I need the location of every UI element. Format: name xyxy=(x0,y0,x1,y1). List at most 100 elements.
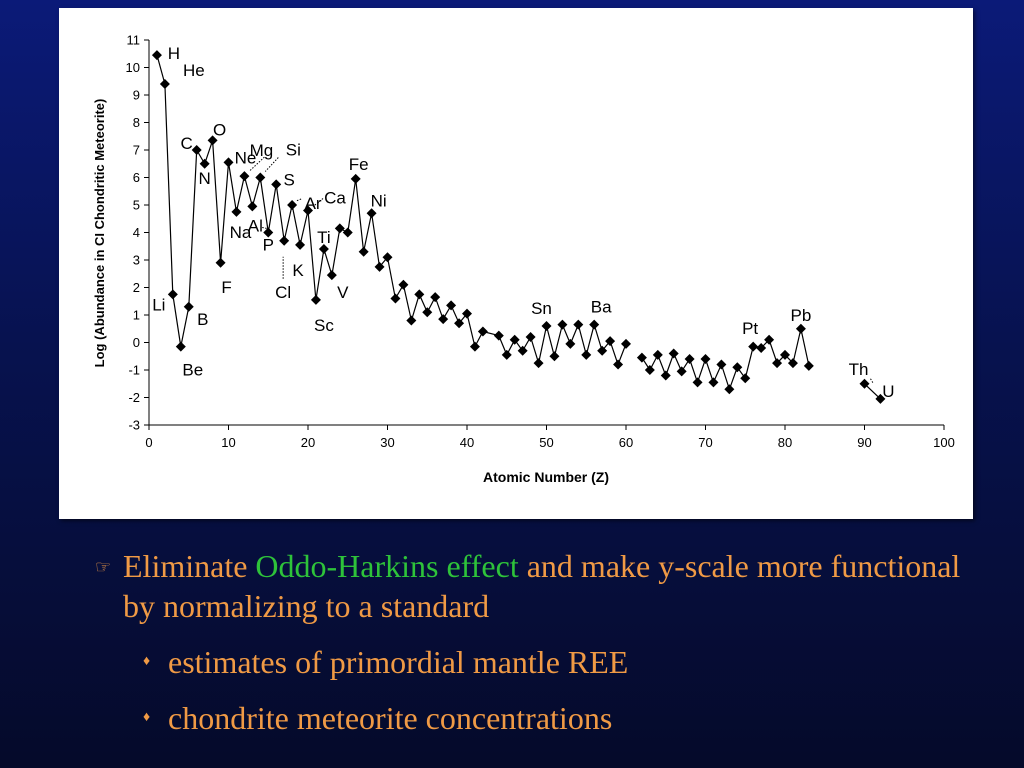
data-point-z3 xyxy=(167,289,178,300)
data-point-z62 xyxy=(636,352,647,363)
y-tick-label: 10 xyxy=(126,60,140,75)
data-point-z32 xyxy=(398,279,409,290)
abundance-line-segment-2 xyxy=(641,328,810,392)
x-tick-label: 90 xyxy=(857,435,871,450)
data-point-z30 xyxy=(382,252,393,263)
data-point-z66 xyxy=(668,348,679,359)
leader-line-ar xyxy=(295,198,302,202)
data-point-z60 xyxy=(621,338,631,349)
data-point-z70 xyxy=(700,354,711,364)
data-point-z47 xyxy=(517,345,528,356)
data-point-z46 xyxy=(509,334,520,345)
data-point-z49 xyxy=(533,358,544,369)
data-point-z22 xyxy=(318,244,329,254)
data-point-z59 xyxy=(613,359,624,370)
element-label-ne: Ne xyxy=(235,148,257,167)
data-point-z64 xyxy=(652,349,663,360)
data-point-z52 xyxy=(557,319,568,330)
element-label-ca: Ca xyxy=(324,189,346,208)
element-label-cl: Cl xyxy=(275,283,291,302)
data-point-z26 xyxy=(350,173,361,184)
element-label-pt: Pt xyxy=(742,319,758,338)
data-point-z29 xyxy=(374,261,385,272)
leader-line-si xyxy=(264,157,279,172)
y-tick-label: 1 xyxy=(133,308,140,323)
element-label-u: U xyxy=(882,382,894,401)
element-label-ba: Ba xyxy=(591,298,612,317)
data-point-z17 xyxy=(279,235,290,246)
data-point-z9 xyxy=(215,257,226,268)
data-point-z51 xyxy=(549,351,560,362)
data-point-z7 xyxy=(199,158,210,169)
data-point-z48 xyxy=(525,332,536,342)
data-point-z39 xyxy=(454,318,465,329)
sub-bullet-1-text: estimates of primordial mantle REE xyxy=(168,644,629,680)
x-tick-label: 20 xyxy=(301,435,315,450)
diamond-bullet-icon: ♦ xyxy=(143,654,151,669)
x-tick-label: 40 xyxy=(460,435,474,450)
element-label-mg: Mg xyxy=(250,141,274,160)
data-point-z12 xyxy=(239,171,250,182)
element-label-s: S xyxy=(284,170,295,189)
data-point-z1 xyxy=(151,50,162,61)
element-label-k: K xyxy=(292,261,304,280)
element-label-ni: Ni xyxy=(371,191,387,210)
data-point-z5 xyxy=(183,301,194,312)
bullet-list: ☞ Eliminate Oddo-Harkins effect and make… xyxy=(95,546,995,740)
element-label-th: Th xyxy=(849,360,869,379)
x-tick-label: 0 xyxy=(145,435,152,450)
y-tick-label: 6 xyxy=(133,170,140,185)
element-label-h: H xyxy=(168,44,180,63)
data-point-z65 xyxy=(660,370,671,381)
sub-bullet-2-text: chondrite meteorite concentrations xyxy=(168,700,613,736)
data-point-z77 xyxy=(756,343,767,353)
x-axis-title: Atomic Number (Z) xyxy=(483,469,609,485)
y-tick-label: 3 xyxy=(133,253,140,268)
data-point-z67 xyxy=(676,366,687,377)
data-point-z55 xyxy=(581,349,592,360)
data-point-z56 xyxy=(589,319,600,330)
element-label-f: F xyxy=(221,278,231,297)
data-point-z40 xyxy=(462,308,472,319)
data-point-z11 xyxy=(231,206,242,217)
data-point-z78 xyxy=(764,334,775,345)
data-point-z28 xyxy=(366,208,377,219)
sub-bullet-2: ♦ chondrite meteorite concentrations xyxy=(95,696,995,740)
data-point-z35 xyxy=(422,307,433,318)
data-point-z13 xyxy=(247,201,258,212)
data-point-z58 xyxy=(605,336,616,347)
element-label-li: Li xyxy=(152,295,165,314)
data-point-z79 xyxy=(772,358,783,369)
data-point-z50 xyxy=(541,321,552,331)
data-point-z63 xyxy=(644,365,655,375)
data-point-z23 xyxy=(326,270,337,281)
data-point-z27 xyxy=(358,246,369,257)
x-tick-label: 50 xyxy=(539,435,553,450)
element-label-n: N xyxy=(199,169,211,188)
element-label-sc: Sc xyxy=(314,316,334,335)
data-point-z37 xyxy=(438,314,449,325)
y-tick-label: 0 xyxy=(133,335,140,350)
leader-line-mg xyxy=(249,156,265,172)
sub-bullet-1: ♦ estimates of primordial mantle REE xyxy=(95,640,995,684)
element-label-p: P xyxy=(263,236,274,255)
data-point-z81 xyxy=(787,358,798,369)
element-label-he: He xyxy=(183,61,205,80)
bullet-main: ☞ Eliminate Oddo-Harkins effect and make… xyxy=(95,546,995,626)
abundance-line-segment-3 xyxy=(864,383,881,400)
data-point-z71 xyxy=(708,377,719,388)
leader-line-th xyxy=(870,378,874,385)
data-point-z74 xyxy=(732,362,743,373)
data-point-z38 xyxy=(446,300,457,311)
data-point-z10 xyxy=(223,157,234,168)
y-axis-title: Log (Abundance in CI Chondritic Meteorit… xyxy=(92,99,107,368)
leader-line-ca xyxy=(312,198,324,207)
data-point-z18 xyxy=(287,200,298,210)
x-tick-label: 100 xyxy=(933,435,955,450)
data-point-z53 xyxy=(565,338,576,349)
bullet-main-text-before: Eliminate xyxy=(123,548,256,584)
data-point-z90 xyxy=(859,378,870,389)
data-point-z45 xyxy=(501,349,512,360)
data-point-z42 xyxy=(477,326,488,337)
bullet-main-highlight: Oddo-Harkins effect xyxy=(255,548,519,584)
